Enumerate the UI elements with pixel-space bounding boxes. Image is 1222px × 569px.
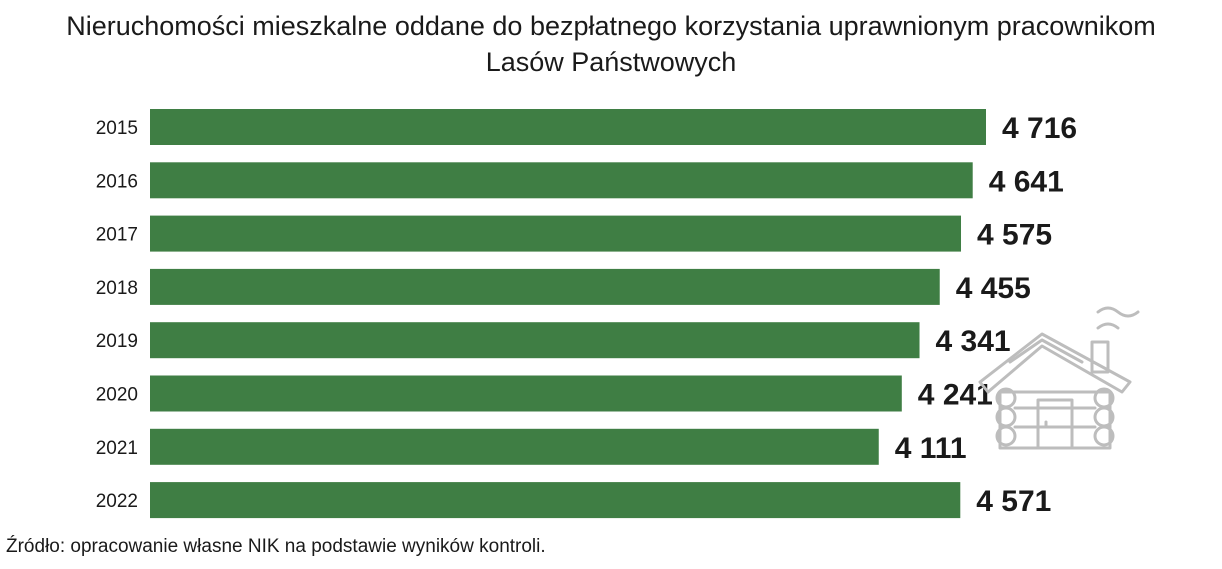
- chart-title: Nieruchomości mieszkalne oddane do bezpł…: [0, 8, 1222, 80]
- bar: [150, 375, 902, 412]
- category-label: 2018: [96, 278, 138, 299]
- value-label: 4 716: [1002, 112, 1077, 145]
- bar: [150, 428, 879, 465]
- source-note: Źródło: opracowanie własne NIK na podsta…: [6, 536, 546, 557]
- bar: [150, 482, 961, 519]
- value-label: 4 455: [956, 272, 1031, 305]
- bar: [150, 268, 940, 305]
- log-cabin-icon: [978, 306, 1140, 450]
- category-label: 2017: [96, 225, 138, 246]
- value-label: 4 111: [895, 432, 967, 465]
- category-label: 2019: [96, 331, 138, 352]
- bar: [150, 322, 920, 359]
- value-label: 4 575: [977, 219, 1052, 252]
- value-label: 4 341: [936, 325, 1011, 358]
- chart-title-line-1: Nieruchomości mieszkalne oddane do bezpł…: [66, 11, 1156, 41]
- value-label: 4 571: [976, 485, 1051, 518]
- category-label: 2020: [96, 385, 138, 406]
- bar: [150, 215, 962, 252]
- category-label: 2022: [96, 491, 138, 512]
- category-label: 2021: [96, 438, 138, 459]
- bar: [150, 162, 973, 199]
- bar-chart: 2015 4 716 2016 4 641 2017 4 575 2018 4 455 2019…: [96, 109, 1077, 519]
- chart-title-line-2: Lasów Państwowych: [485, 47, 737, 77]
- value-label: 4 641: [989, 165, 1064, 198]
- category-label: 2016: [96, 171, 138, 192]
- bar: [150, 109, 986, 145]
- category-label: 2015: [96, 118, 138, 139]
